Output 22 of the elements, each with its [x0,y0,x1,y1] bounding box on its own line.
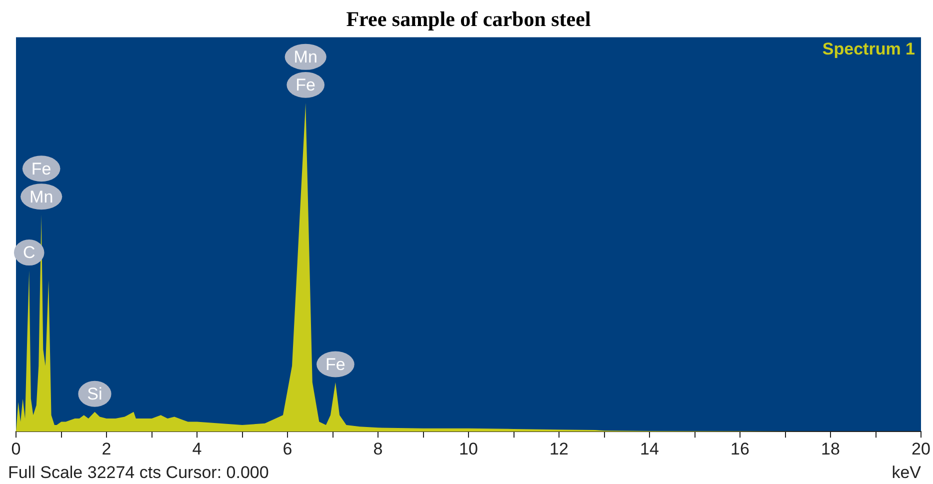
annotation: Fe [296,76,316,95]
x-tick-label: 4 [192,439,202,458]
x-tick-label: 12 [550,439,568,458]
annotation: Mn [30,187,54,206]
x-tick-label: 14 [640,439,659,458]
x-tick-label: 10 [459,439,478,458]
x-tick-label: 18 [821,439,840,458]
x-tick-label: 16 [730,439,750,458]
annotation: Fe [326,354,346,374]
x-tick-label: 8 [373,439,383,458]
x-tick-label: 0 [11,439,21,458]
annotation: Mn [294,48,318,67]
text: Spectrum 1 [822,39,915,58]
x-tick-label: 6 [282,439,292,458]
annotation: C [22,243,36,262]
x-tick-label: 20 [912,439,930,458]
chart-title: Free sample of carbon steel [346,7,591,32]
text: Full Scale 32274 cts Cursor: 0.000 [8,463,269,482]
x-axis-title: keV [892,463,922,482]
x-tick-label: 2 [102,439,112,458]
annotation: Si [87,384,102,404]
annotation: Fe [31,159,52,178]
